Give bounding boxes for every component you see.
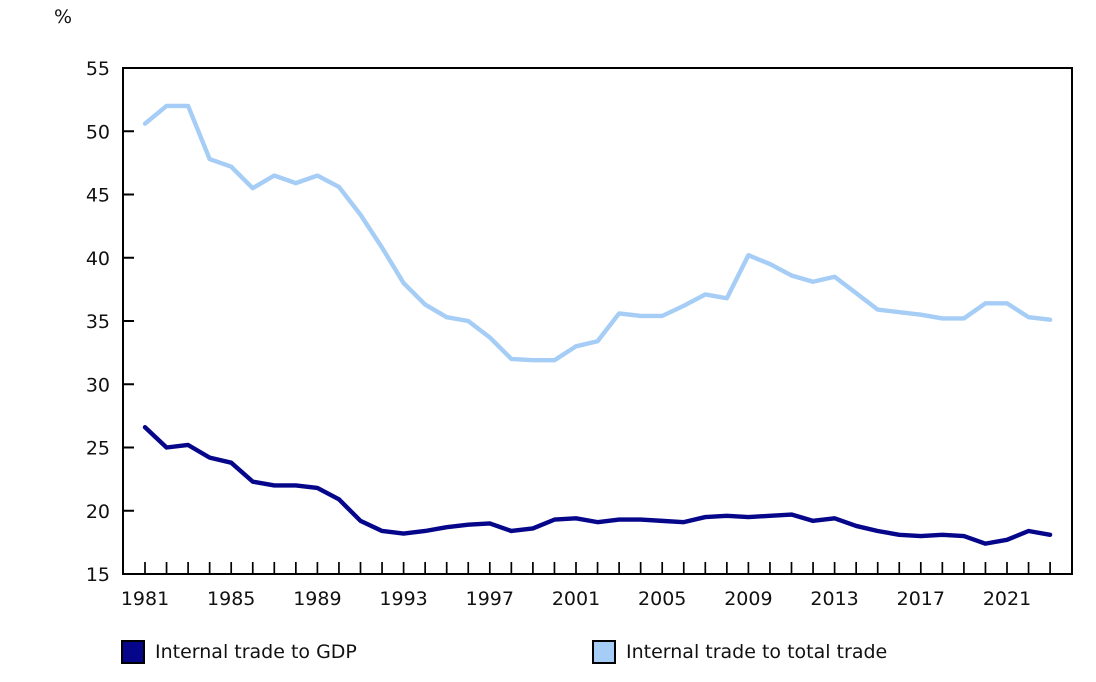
legend: Internal trade to GDP Internal trade to …: [0, 638, 1096, 672]
x-tick-label: 2017: [897, 588, 945, 610]
y-axis-unit-label: %: [54, 6, 73, 28]
y-tick-label: 15: [86, 564, 110, 586]
x-tick-label: 1997: [466, 588, 514, 610]
x-tick-label: 1993: [379, 588, 427, 610]
legend-item-internal-trade-to-gdp: Internal trade to GDP: [121, 640, 357, 664]
y-tick-label: 30: [86, 374, 110, 396]
total-trade-series-swatch: [592, 640, 616, 664]
y-tick-label: 50: [86, 121, 110, 143]
x-tick-label: 2013: [810, 588, 858, 610]
y-tick-label: 35: [86, 311, 110, 333]
y-tick-label: 55: [86, 58, 110, 80]
x-tick-label: 2021: [983, 588, 1031, 610]
y-tick-label: 45: [86, 185, 110, 207]
x-tick-label: 2009: [724, 588, 772, 610]
legend-label-gdp: Internal trade to GDP: [155, 641, 357, 663]
x-tick-label: 2001: [552, 588, 600, 610]
plot-border: [122, 67, 1073, 575]
y-tick-label: 25: [86, 438, 110, 460]
y-tick-label: 20: [86, 501, 110, 523]
legend-item-internal-trade-to-total-trade: Internal trade to total trade: [592, 640, 887, 664]
y-tick-label: 40: [86, 248, 110, 270]
x-tick-label: 1985: [207, 588, 255, 610]
x-tick-label: 1989: [293, 588, 341, 610]
series-line-internal-trade-to-gdp: [142, 425, 1053, 546]
line-chart: 15 20 25 30 35 40 45 50 55 1981 1985 1989 1993 1997 20…: [86, 58, 1073, 610]
x-tick-label: 2005: [638, 588, 686, 610]
gdp-series-swatch: [121, 640, 145, 664]
x-tick-label: 1981: [121, 588, 169, 610]
legend-label-total-trade: Internal trade to total trade: [626, 641, 888, 663]
series-line-internal-trade-to-total-trade: [142, 103, 1053, 363]
